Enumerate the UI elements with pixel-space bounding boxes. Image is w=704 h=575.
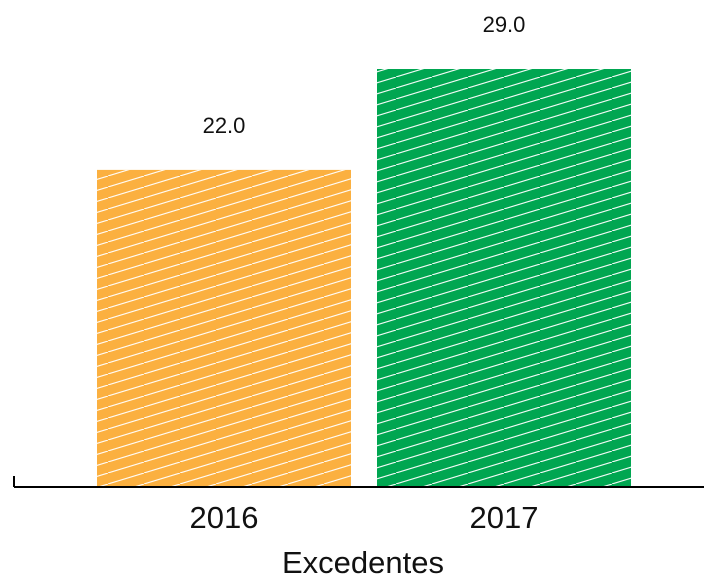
value-label-2017: 29.0 (483, 12, 526, 37)
x-axis-title: Excedentes (282, 545, 444, 575)
x-tick-labels-layer: 2016 2017 (190, 500, 539, 535)
bar-hatch-2017 (377, 69, 631, 487)
x-tick-label-2017: 2017 (470, 500, 539, 535)
bar-2016 (97, 169, 351, 487)
bars-layer (97, 69, 631, 487)
value-labels-layer: 22.0 29.0 (203, 12, 526, 138)
bar-2017 (377, 69, 631, 487)
bar-hatch-2016 (97, 169, 351, 487)
x-tick-label-2016: 2016 (190, 500, 259, 535)
value-label-2016: 22.0 (203, 113, 246, 138)
